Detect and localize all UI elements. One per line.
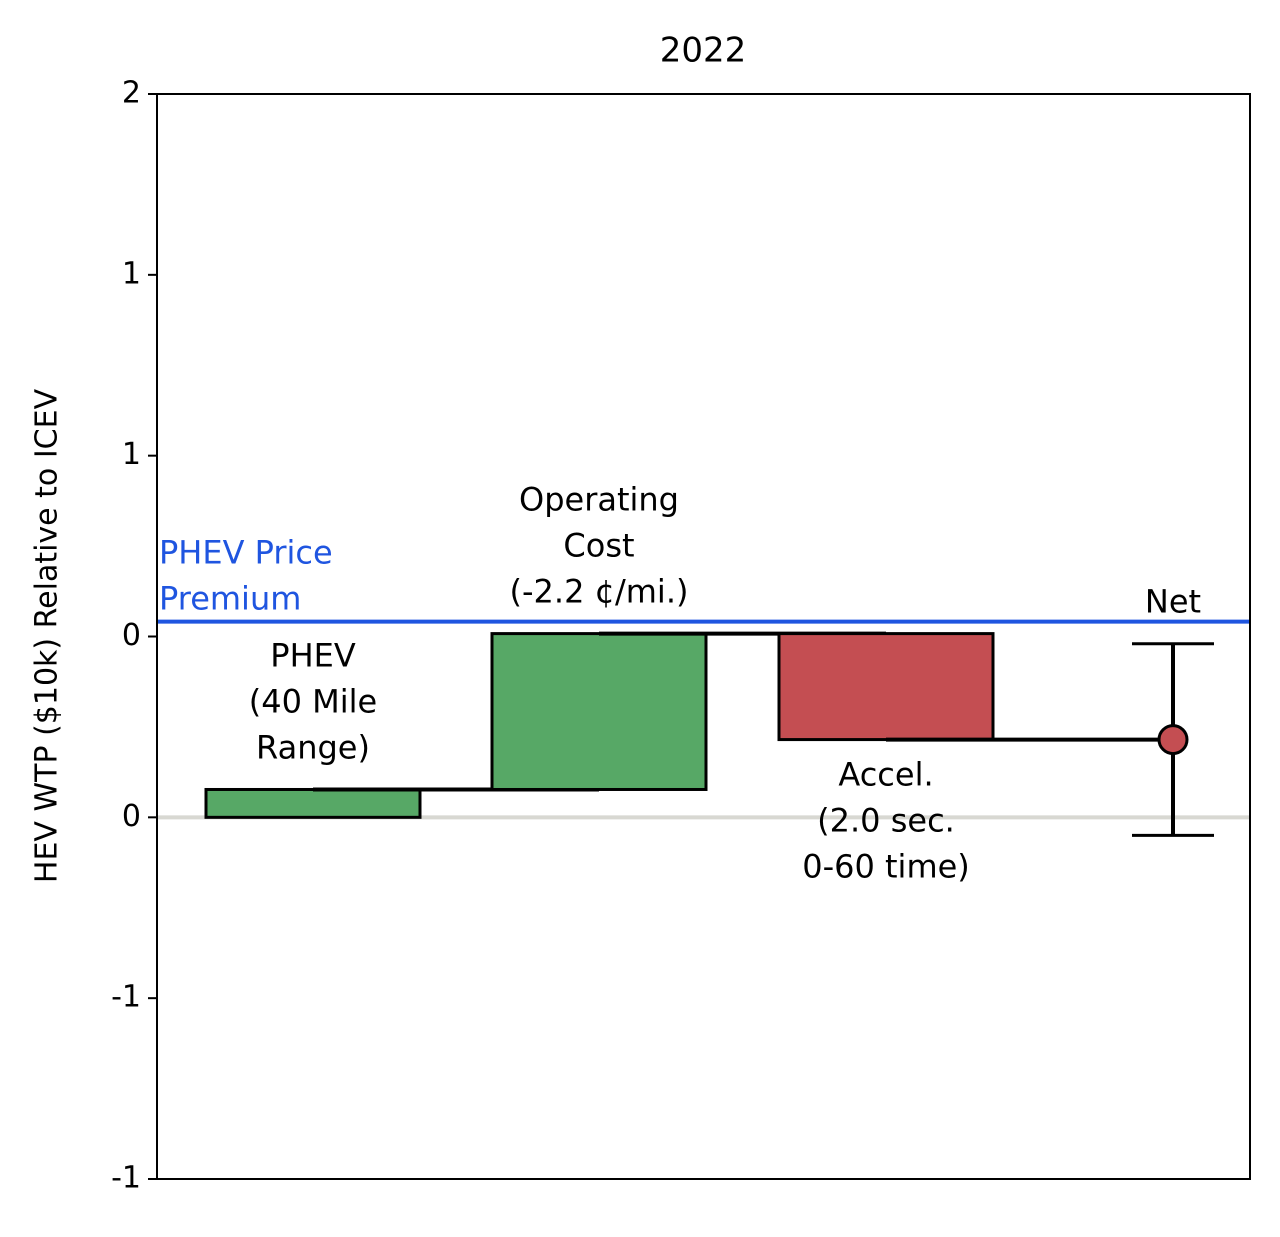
price-line-label: PHEV Price [159, 534, 333, 572]
y-tick-label: -1 [111, 980, 141, 1015]
bar [777, 632, 995, 742]
category-label: (-2.2 ¢/mi.) [510, 573, 689, 611]
category-label: PHEV [270, 636, 356, 674]
category-label: Operating [519, 481, 679, 519]
category-label: Cost [563, 527, 634, 565]
y-tick-label: -1 [111, 1161, 141, 1196]
category-label: Accel. [838, 756, 933, 794]
plot-frame [156, 93, 1251, 1180]
y-axis-label: HEV WTP ($10k) Relative to ICEV [30, 388, 65, 883]
bar [204, 787, 422, 819]
chart-title: 2022 [660, 31, 747, 71]
category-label: (2.0 sec. [817, 802, 955, 840]
y-tick-label: 0 [122, 618, 141, 653]
net-point [1157, 724, 1189, 756]
y-tick-label: 1 [122, 437, 141, 472]
category-label: Range) [256, 728, 370, 766]
bar [490, 632, 708, 791]
y-tick-label: 1 [122, 256, 141, 291]
price-line-label: Premium [159, 580, 301, 618]
category-label: Net [1145, 583, 1201, 621]
category-label: 0-60 time) [802, 848, 970, 886]
y-tick-label: 2 [122, 76, 141, 111]
y-tick-label: 0 [122, 799, 141, 834]
category-label: (40 Mile [249, 682, 377, 720]
